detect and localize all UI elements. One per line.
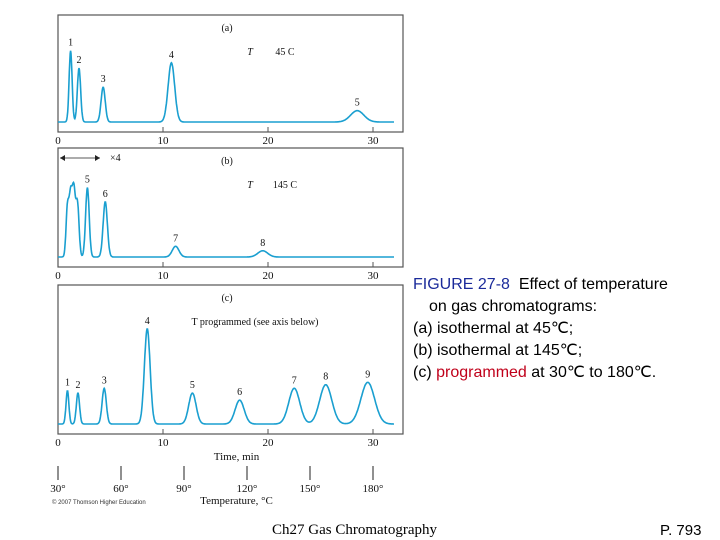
panel-frame [57, 147, 404, 268]
x-tick-label: 0 [55, 135, 61, 147]
temp-tick-label: 180° [363, 483, 384, 495]
x-tick-label: 30 [368, 135, 380, 147]
peak-label: 6 [103, 189, 108, 200]
x-axis-label: Time, min [214, 451, 260, 463]
x-tick-label: 10 [158, 135, 170, 147]
temp-axis-label: Temperature, °C [200, 495, 273, 507]
temp-tick-label: 150° [300, 483, 321, 495]
chromatogram-trace [58, 50, 394, 123]
x-tick-label: 0 [55, 270, 61, 282]
x-tick-label: 10 [158, 437, 170, 449]
annotation-label: ×4 [110, 153, 121, 164]
condition-text: 45 C [275, 47, 295, 58]
copyright-text: © 2007 Thomson Higher Education [52, 499, 146, 506]
peak-label: 5 [355, 98, 360, 109]
x-tick-label: 10 [158, 270, 170, 282]
x-tick-label: 20 [263, 270, 275, 282]
peak-label: 7 [173, 233, 178, 244]
peak-label: 4 [145, 316, 150, 327]
annotation-arrowhead-right [95, 155, 100, 161]
peak-label: 4 [169, 50, 174, 61]
peak-label: 5 [85, 175, 90, 186]
figure-caption: FIGURE 27-8 Effect of temperature on gas… [413, 274, 713, 384]
x-tick-label: 20 [263, 135, 275, 147]
condition-text: 145 C [273, 180, 298, 191]
peak-label: 1 [65, 378, 70, 389]
panel-label: (a) [221, 23, 232, 34]
caption-line5-suffix: at 30℃ to 180℃. [526, 364, 657, 381]
peak-label: 5 [190, 380, 195, 391]
footer-chapter: Ch27 Gas Chromatography [272, 522, 437, 538]
x-tick-label: 20 [263, 437, 275, 449]
temp-tick-label: 90° [176, 483, 191, 495]
peak-label: 3 [101, 74, 106, 85]
caption-line3: (a) isothermal at 45℃; [413, 320, 574, 337]
chromatogram-panel-2: 5 6 7 8 (b) T 145 C ×4 0 10 20 30 [55, 147, 404, 282]
peak-label: 3 [102, 375, 107, 386]
temp-tick-label: 120° [237, 483, 258, 495]
peak-label: 2 [75, 380, 80, 391]
footer-page: P. 793 [660, 522, 702, 539]
peak-label: 8 [323, 372, 328, 383]
caption-line5-prefix: (c) [413, 364, 437, 381]
x-tick-label: 30 [368, 270, 380, 282]
chromatogram-trace [58, 180, 394, 258]
temp-tick-label: 30° [50, 483, 65, 495]
peak-label: 1 [68, 38, 73, 49]
caption-line1: Effect of temperature [518, 276, 668, 293]
peak-label: 6 [237, 387, 242, 398]
peak-label: 9 [365, 369, 370, 380]
panel-label: (c) [221, 293, 232, 304]
caption-line4: (b) isothermal at 145℃; [413, 342, 583, 359]
figure-number: FIGURE 27-8 [413, 276, 510, 293]
condition-symbol: T [247, 47, 254, 58]
annotation-arrowhead-left [60, 155, 65, 161]
temp-tick-label: 60° [113, 483, 128, 495]
caption-line5: (c) programmed at 30℃ to 180℃. [413, 362, 713, 384]
chromatogram-trace [58, 328, 394, 425]
panel-frame [57, 284, 404, 435]
peak-label: 8 [260, 238, 265, 249]
peak-label: 2 [77, 55, 82, 66]
x-tick-label: 0 [55, 437, 61, 449]
panel-frame [57, 14, 404, 133]
x-tick-label: 30 [368, 437, 380, 449]
panel-label: (b) [221, 156, 233, 167]
chromatogram-panel-1: 12 3 4 5 (a) T 45 C 0 10 20 30 [55, 14, 404, 147]
chromatogram-panel-3: 1 2 3 4 5 6 7 8 9 (c) T programmed (see axis below… [50, 284, 404, 507]
condition-text: T programmed (see axis below) [192, 317, 319, 328]
caption-highlight: programmed [436, 364, 527, 381]
peak-label: 7 [292, 375, 297, 386]
caption-line2: on gas chromatograms: [429, 298, 598, 315]
condition-symbol: T [247, 180, 254, 191]
